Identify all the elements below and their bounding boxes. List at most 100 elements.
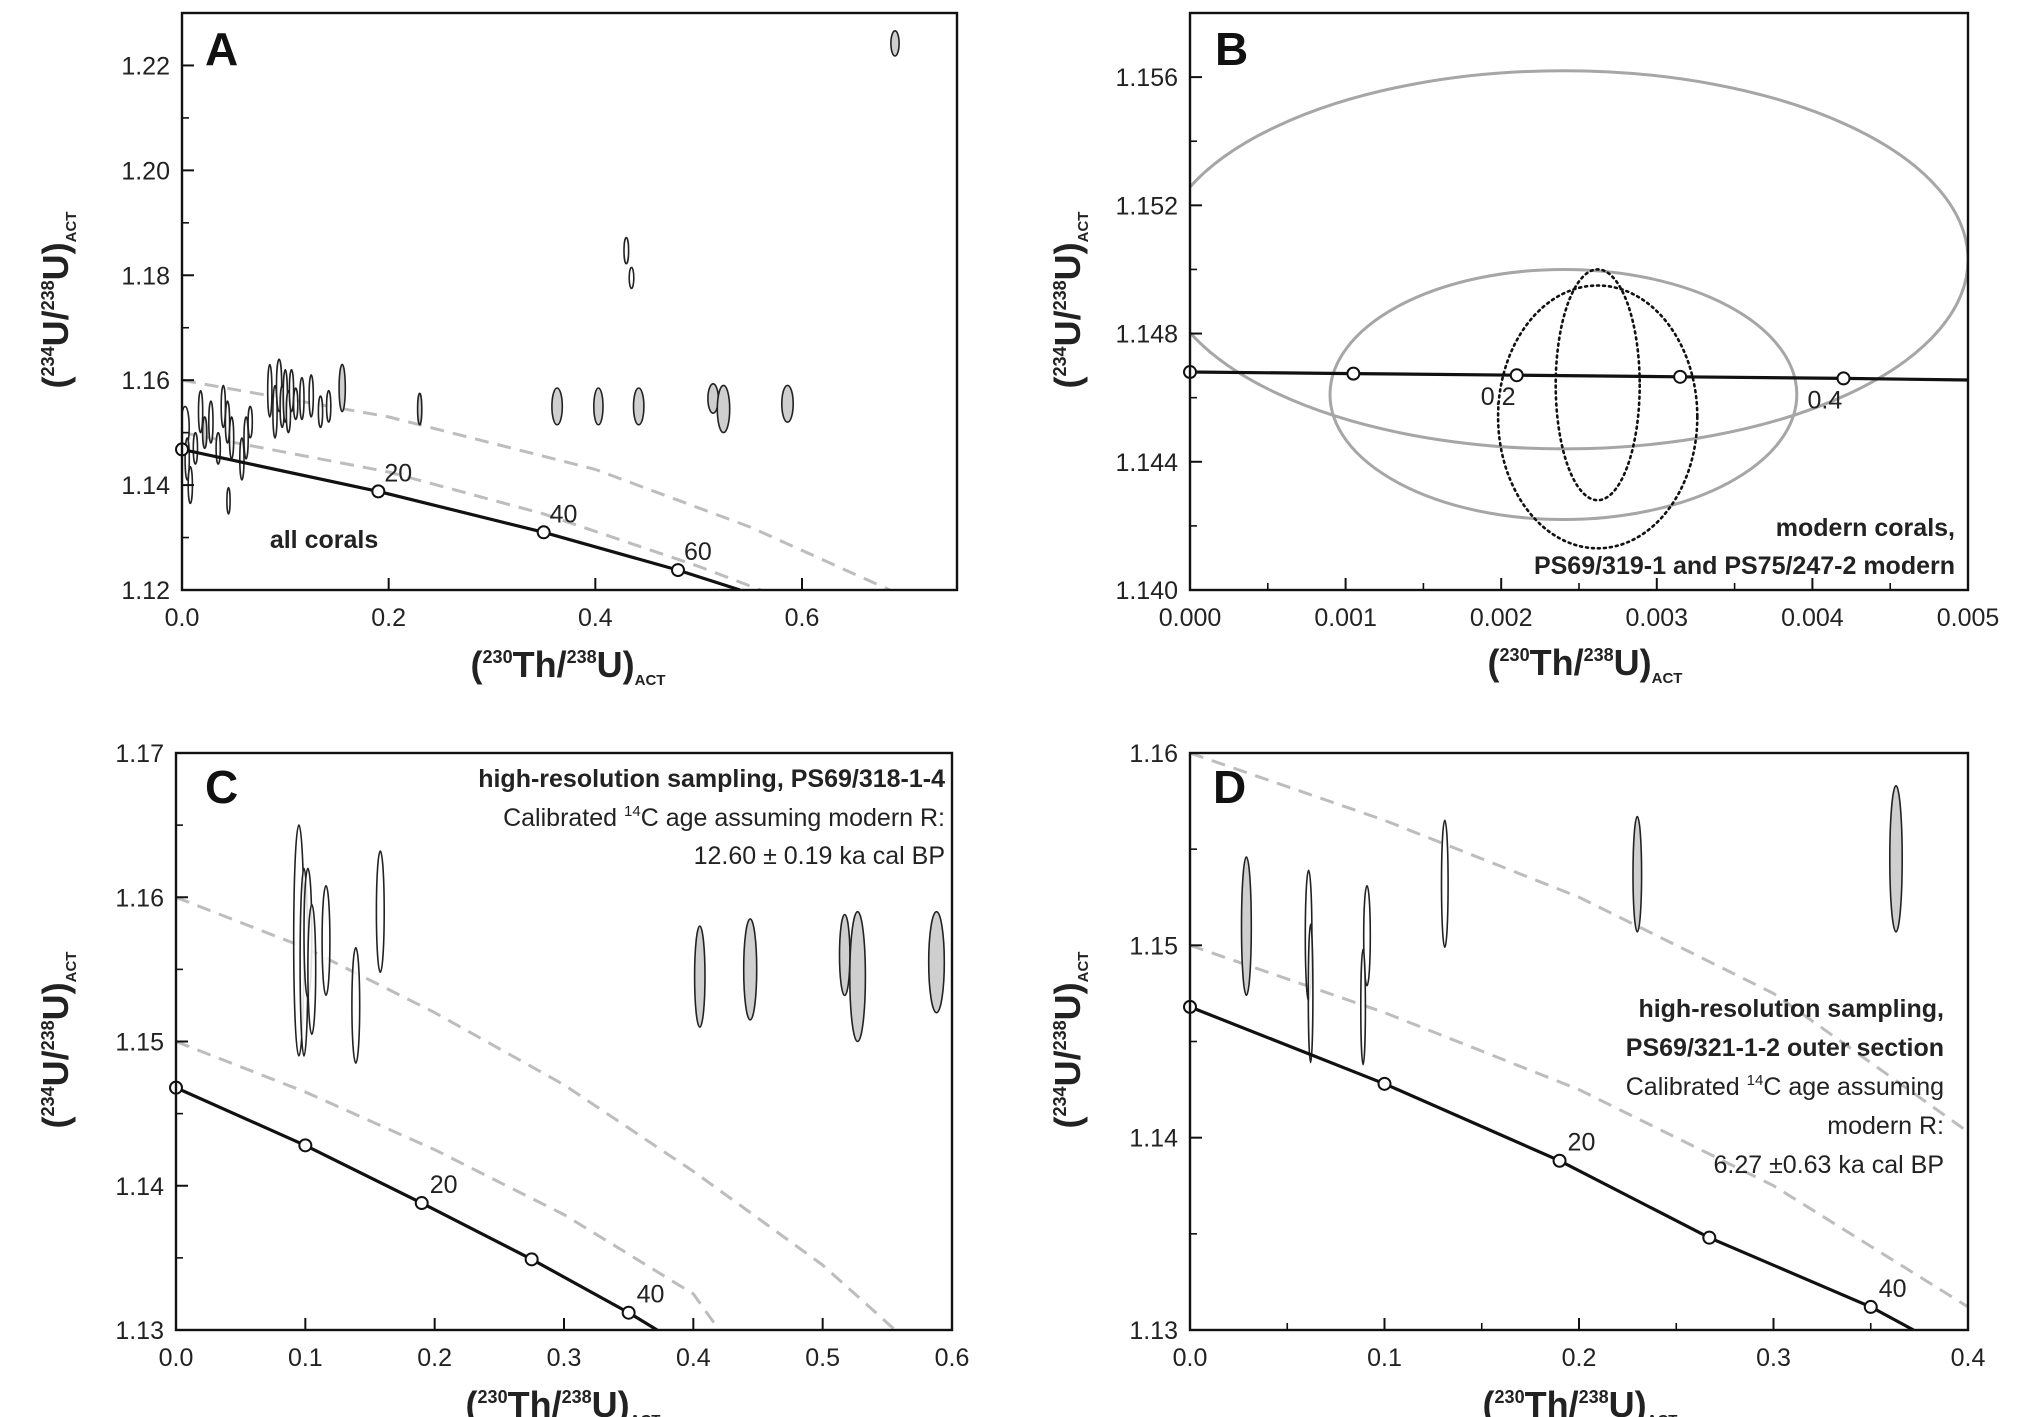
- evolution-curve: [182, 447, 741, 590]
- axis-label-text: (: [35, 376, 76, 388]
- error-ellipse-1: [890, 30, 900, 57]
- error-ellipse-1: [1240, 856, 1253, 997]
- annotation-2: PS69/319-1 and PS75/247-2 modern: [1534, 552, 1955, 580]
- age-label: 0.2: [1481, 383, 1516, 411]
- y-tick-label: 1.14: [115, 1173, 164, 1201]
- axis-label-text: Th/: [513, 644, 567, 685]
- error-ellipse-5: [321, 884, 331, 997]
- axis-label-text: (: [466, 1384, 478, 1417]
- x-tick-label: 0.003: [1626, 604, 1689, 632]
- annotation-text: Calibrated: [1626, 1073, 1747, 1101]
- age-marker-3: [536, 525, 551, 540]
- axis-label-sub: ACT: [63, 952, 80, 983]
- error-ellipse-6: [632, 387, 645, 426]
- error-ellipse-34: [292, 387, 299, 421]
- error-ellipse-6: [1440, 819, 1449, 949]
- axis-label-sub: ACT: [1652, 670, 1683, 687]
- age-label: 20: [1568, 1129, 1596, 1157]
- axis-label-sup: 238: [567, 647, 597, 667]
- annotation-text: high-resolution sampling, PS69/318-1-4: [478, 765, 945, 793]
- axis-label-text: Th/: [1530, 642, 1584, 683]
- plot-area: [1190, 753, 1968, 1330]
- x-tick-label: 0.6: [785, 604, 820, 632]
- annotation-5: 6.27 ±0.63 ka cal BP: [1713, 1151, 1944, 1179]
- age-label: 20: [384, 459, 412, 487]
- annotation-text: PS69/321-1-2 outer section: [1626, 1034, 1944, 1062]
- axis-label-sup: 234: [38, 346, 58, 376]
- age-label: 40: [1879, 1275, 1907, 1303]
- error-ellipse-4: [551, 387, 564, 426]
- panel-b: 0.2 0.4 0.000 0.001 0.002 0.003 0.004 0.005 1.14…: [1047, 11, 2000, 687]
- error-ellipse-25: [243, 416, 249, 460]
- axis-label-sup: 238: [1050, 1020, 1070, 1050]
- axis-label-text: U): [592, 1384, 630, 1417]
- y-tick-label: 1.17: [115, 740, 164, 768]
- plot-frame: [174, 751, 954, 1332]
- age-marker-5: [621, 1305, 636, 1320]
- annotation-3: 12.60 ± 0.19 ka cal BP: [694, 842, 945, 870]
- annotation-text: all corals: [270, 526, 378, 554]
- axis-label-sub: ACT: [1647, 1412, 1678, 1417]
- evolution-curve: [1190, 1005, 1915, 1330]
- error-ellipse-38: [325, 389, 332, 423]
- axis-label-text: U): [35, 982, 76, 1020]
- reference-curve-1: [1190, 753, 1968, 1134]
- error-ellipse-8: [693, 925, 706, 1028]
- error-ellipse-37: [317, 395, 324, 429]
- error-ellipse-19: [215, 431, 222, 465]
- panel-letter: A: [205, 23, 238, 75]
- axis-label-text: U): [1047, 982, 1088, 1020]
- axis-label-text: U): [1609, 1384, 1647, 1417]
- x-tick-label: 0.0: [1173, 1344, 1208, 1372]
- age-marker-3: [414, 1196, 429, 1211]
- axis-label-text: U/: [1047, 1050, 1088, 1086]
- axis-label-text: (: [1488, 642, 1500, 683]
- annotation-text: modern corals,: [1776, 514, 1955, 542]
- error-ellipse-10: [416, 392, 423, 426]
- age-marker-4: [524, 1252, 539, 1267]
- annotation-2: PS69/321-1-2 outer section: [1626, 1034, 1944, 1062]
- evolution-curve: [176, 1086, 658, 1330]
- age-marker-4: [1702, 1230, 1717, 1245]
- axis-label-sup: 230: [1500, 645, 1530, 665]
- axis-label-text: (: [1047, 1116, 1088, 1128]
- x-axis-label: (230Th/238U)ACT: [466, 1384, 661, 1417]
- axis-label-sup: 230: [483, 647, 513, 667]
- y-tick-label: 1.14: [1129, 1125, 1178, 1153]
- age-label: 40: [550, 500, 578, 528]
- error-ellipse-4: [307, 903, 317, 1036]
- plot-area: [176, 824, 946, 1330]
- y-tick-label: 1.16: [121, 367, 170, 395]
- axis-label-text: U): [597, 644, 635, 685]
- age-marker-2: [1377, 1076, 1392, 1091]
- x-axis-label: (230Th/238U)ACT: [1488, 642, 1683, 687]
- x-axis-label: (230Th/238U)ACT: [1483, 1384, 1678, 1417]
- axis-label-text: U/: [35, 1050, 76, 1086]
- x-tick-label: 0.6: [935, 1344, 970, 1372]
- age-marker-4: [1673, 369, 1688, 384]
- axis-label-sub: ACT: [63, 212, 80, 243]
- x-tick-label: 0.005: [1937, 604, 2000, 632]
- age-marker-2: [371, 484, 386, 499]
- axis-label-text: Th/: [508, 1384, 562, 1417]
- error-ellipse-24: [238, 437, 245, 481]
- axis-label-text: (: [471, 644, 483, 685]
- error-ellipse-5: [1359, 948, 1367, 1066]
- error-ellipse-27: [266, 363, 273, 418]
- error-ellipse-22: [228, 416, 235, 460]
- annotation-4: modern R:: [1827, 1112, 1944, 1140]
- x-tick-label: 0.3: [1756, 1344, 1791, 1372]
- error-ellipse-35: [298, 376, 305, 421]
- annotation-text: C age assuming: [1763, 1073, 1944, 1101]
- axis-label-text: U): [1614, 642, 1652, 683]
- annotation-text: high-resolution sampling,: [1638, 995, 1944, 1023]
- error-ellipse-4: [1362, 884, 1372, 987]
- annotation-text: modern R:: [1827, 1112, 1944, 1140]
- plot-area: [182, 30, 900, 590]
- error-ellipse-7: [375, 850, 385, 974]
- y-tick-label: 1.15: [115, 1029, 164, 1057]
- age-marker-4: [671, 563, 685, 578]
- y-tick-label: 1.156: [1115, 64, 1178, 92]
- axis-label-text: (: [1047, 376, 1088, 388]
